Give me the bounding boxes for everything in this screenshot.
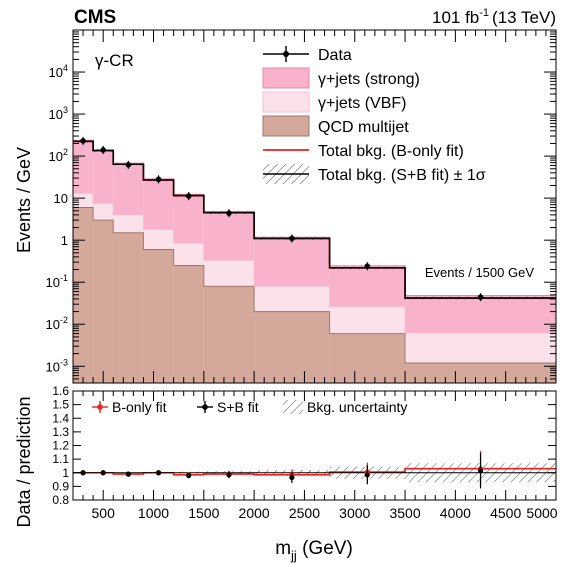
stack-edge — [73, 206, 556, 364]
x-tick-label: 2000 — [239, 505, 270, 521]
stack-bar — [93, 220, 114, 383]
x-tick-label: 500 — [92, 505, 116, 521]
ratio-y-tick-label: 1.6 — [52, 384, 69, 398]
legend-entry: Total bkg. (B-only fit) — [263, 143, 464, 160]
data-point — [185, 193, 192, 199]
stack-bar — [173, 265, 204, 383]
y-tick-label: 10-1 — [46, 273, 68, 290]
stack-bar — [203, 286, 255, 383]
ratio-legend-entry: B-only fit — [92, 399, 167, 415]
stack-bar — [73, 207, 94, 383]
ratio-panel: 0.80.911.11.21.31.41.51.6 500 1000 1500 2000… — [52, 384, 557, 521]
stack-bar — [143, 249, 174, 383]
legend-entry: Data — [263, 46, 352, 64]
ratio-point — [477, 468, 484, 474]
stack-bar — [405, 362, 556, 383]
x-tick-label: 1500 — [188, 505, 219, 521]
bin-width-note: Events / 1500 GeV — [425, 265, 534, 280]
ratio-content — [73, 450, 556, 489]
ratio-legend-hatch — [283, 400, 303, 414]
legend-label: Total bkg. (B-only fit) — [318, 143, 464, 160]
main-panel: 10-3 10-2 10-1 1 10 102 103 104 Data γ+jets (stro… — [46, 29, 557, 384]
ratio-point — [364, 472, 370, 478]
stack-edge — [73, 192, 556, 334]
data-point — [100, 147, 106, 153]
x-tick-label: 1000 — [138, 505, 169, 521]
y-tick-label: 103 — [49, 105, 68, 122]
y-tick-label: 10-2 — [46, 315, 68, 332]
lumi-label: 101 fb-1 (13 TeV) — [432, 7, 556, 27]
data-point — [477, 294, 484, 300]
main-y-axis-title: Events / GeV — [14, 147, 34, 253]
ratio-point — [155, 470, 162, 476]
y-tick-label: 1 — [61, 233, 68, 248]
legend-entry: Total bkg. (S+B fit) ± 1σ — [263, 164, 486, 184]
ratio-y-tick-label: 1.1 — [52, 452, 69, 466]
ratio-legend-marker — [202, 404, 208, 410]
legend-entry: QCD multijet — [262, 115, 409, 137]
ratio-y-tick-label: 1.3 — [52, 425, 69, 439]
ratio-bonly-line — [73, 467, 556, 476]
ratio-legend-marker — [97, 404, 103, 410]
legend-entry: γ+jets (VBF) — [262, 91, 406, 113]
legend-label: QCD multijet — [318, 119, 409, 136]
x-tick-label: 2500 — [289, 505, 320, 521]
stack-bar — [254, 311, 330, 383]
ratio-point — [289, 474, 295, 481]
ratio-point — [186, 472, 192, 479]
region-label: γ-CR — [95, 51, 134, 70]
ratio-y-tick-label: 0.9 — [52, 479, 69, 493]
legend-data-marker — [283, 51, 289, 57]
ratio-legend-label: B-only fit — [112, 399, 167, 415]
y-tick-label: 104 — [49, 63, 68, 80]
y-tick-label: 10 — [54, 191, 68, 206]
y-tick-label: 10-3 — [46, 357, 68, 374]
ratio-point — [226, 472, 232, 478]
legend-label: Total bkg. (S+B fit) ± 1σ — [318, 167, 486, 184]
ratio-y-axis-title: Data / prediction — [14, 396, 34, 527]
ratio-legend-label: S+B fit — [217, 399, 259, 415]
ratio-y-tick-label: 0.8 — [52, 493, 69, 507]
legend-label: γ+jets (VBF) — [318, 95, 406, 112]
ratio-y-tick-label: 1.4 — [52, 411, 69, 425]
x-axis-title: mjj (GeV) — [275, 538, 353, 563]
x-tick-label: 3500 — [389, 505, 420, 521]
data-point — [125, 162, 132, 168]
legend-entry: γ+jets (strong) — [262, 67, 420, 89]
ratio-point — [100, 470, 106, 476]
cms-label: CMS — [74, 7, 116, 28]
ratio-y-tick-label: 1 — [62, 466, 69, 480]
stack-bar — [113, 232, 144, 383]
legend-label: γ+jets (strong) — [318, 71, 420, 88]
legend-fill-swatch — [262, 67, 310, 89]
data-point — [80, 138, 86, 144]
data-point — [226, 210, 232, 216]
y-tick-label: 102 — [49, 147, 68, 164]
x-tick-label: 5000 — [526, 505, 557, 521]
legend-fill-swatch — [262, 91, 310, 113]
legend-fill-swatch — [262, 115, 310, 137]
stack-group — [73, 139, 556, 383]
data-point — [155, 176, 162, 183]
x-tick-label: 4500 — [490, 505, 521, 521]
ratio-y-tick-label: 1.5 — [52, 398, 69, 412]
stack-bar — [329, 333, 406, 383]
ratio-legend-entry: S+B fit — [197, 399, 259, 415]
ratio-point — [80, 470, 86, 476]
x-tick-label: 3000 — [339, 505, 370, 521]
x-tick-label: 4000 — [440, 505, 471, 521]
legend-label: Data — [318, 47, 352, 64]
data-point — [364, 263, 371, 270]
ratio-point — [125, 471, 131, 477]
ratio-legend-label: Bkg. uncertainty — [307, 399, 407, 415]
ratio-y-tick-label: 1.2 — [52, 439, 69, 453]
ratio-legend-entry: Bkg. uncertainty — [283, 399, 407, 415]
data-point — [289, 235, 295, 242]
